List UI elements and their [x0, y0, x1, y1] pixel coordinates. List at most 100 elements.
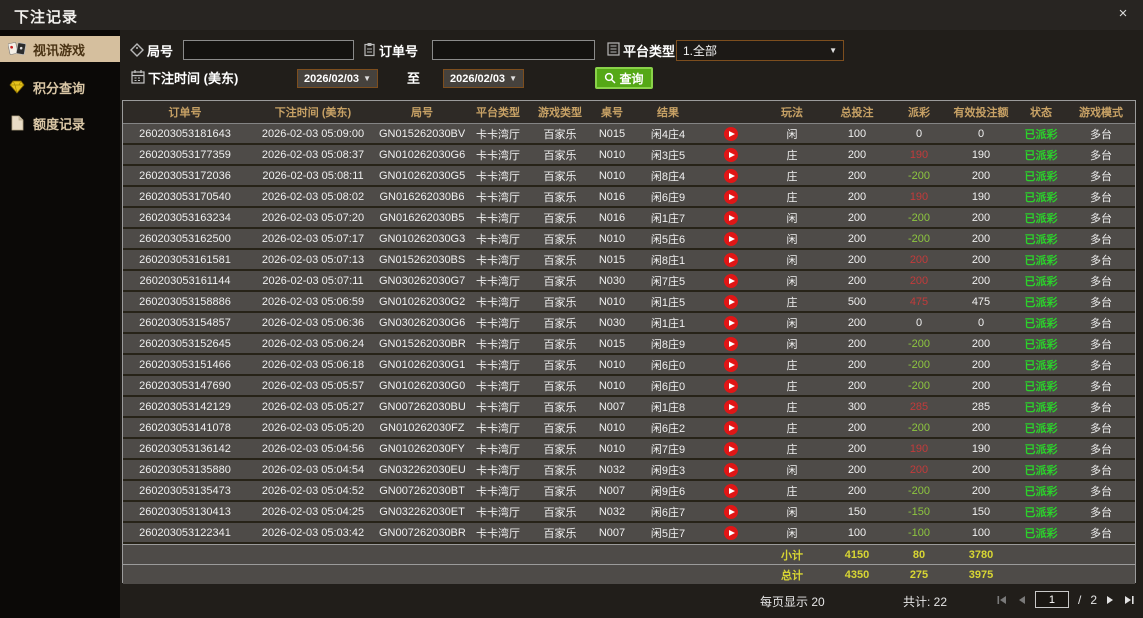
cell-play-method: 闲	[786, 317, 798, 330]
cell-order-no: 260203053161144	[139, 274, 231, 287]
play-icon[interactable]	[701, 483, 761, 498]
cell-play-method: 闲	[786, 338, 798, 351]
date-to-picker[interactable]: 2026/02/03 ▼	[443, 69, 524, 88]
cell-play-method: 闲	[786, 275, 798, 288]
platform-type-select[interactable]: 1.全部 ▼	[676, 40, 844, 61]
order-no-label: 订单号	[379, 44, 419, 59]
cell-valid-bet: 200	[971, 421, 991, 434]
cell-status: 已派彩	[1024, 170, 1058, 183]
cell-valid-bet: 190	[971, 148, 991, 161]
cell-payout: 190	[909, 190, 929, 203]
cell-game-type: 百家乐	[543, 506, 577, 519]
cell-bet-time: 2026-02-03 05:04:52	[261, 484, 365, 497]
pagination-bar: 每页显示 20 共计: 22 / 2	[120, 588, 1143, 614]
play-icon[interactable]	[701, 525, 761, 540]
date-from-picker[interactable]: 2026/02/03 ▼	[297, 69, 378, 88]
play-icon[interactable]	[701, 336, 761, 351]
cell-total-bet: 200	[847, 169, 867, 182]
play-icon[interactable]	[701, 294, 761, 309]
cell-platform-type: 卡卡湾厅	[476, 338, 520, 351]
play-icon[interactable]	[701, 504, 761, 519]
cell-status: 已派彩	[1024, 506, 1058, 519]
cell-game-type: 百家乐	[543, 275, 577, 288]
cell-payout: 0	[915, 316, 923, 329]
round-no-input[interactable]	[183, 40, 354, 60]
play-icon[interactable]	[701, 420, 761, 435]
cell-valid-bet: 200	[971, 379, 991, 392]
play-icon[interactable]	[701, 252, 761, 267]
play-icon[interactable]	[701, 441, 761, 456]
cell-order-no: 260203053136142	[139, 442, 231, 455]
cell-table-no: N015	[598, 127, 626, 140]
cell-status: 已派彩	[1024, 275, 1058, 288]
clipboard-icon	[363, 42, 376, 62]
cell-game-mode: 多台	[1090, 359, 1112, 372]
platform-list-icon	[607, 42, 620, 61]
cell-payout: -200	[907, 358, 931, 371]
total-bet-sum: 4150	[844, 548, 870, 561]
cell-play-method: 闲	[786, 506, 798, 519]
play-icon[interactable]	[701, 357, 761, 372]
play-icon[interactable]	[701, 315, 761, 330]
cell-game-type: 百家乐	[543, 128, 577, 141]
close-icon[interactable]: ×	[1118, 5, 1128, 22]
page-number-input[interactable]	[1034, 591, 1069, 608]
next-page-icon[interactable]	[1106, 595, 1115, 605]
total-bet-sum: 4350	[844, 568, 870, 581]
sidebar-item-label: 积分查询	[33, 80, 86, 96]
cell-round-no: GN010262030G6	[379, 148, 465, 161]
total-label: 总计	[781, 569, 803, 582]
sidebar-item-quota-records[interactable]: 额度记录	[0, 110, 120, 136]
table-row: 260203053135473 2026-02-03 05:04:52 GN0072…	[123, 481, 1135, 502]
cell-round-no: GN007262030BT	[379, 484, 465, 497]
cell-bet-time: 2026-02-03 05:04:54	[261, 463, 365, 476]
cell-platform-type: 卡卡湾厅	[476, 170, 520, 183]
play-icon[interactable]	[701, 210, 761, 225]
platform-type-value: 1.全部	[683, 44, 718, 58]
calendar-icon	[131, 69, 145, 89]
table-row: 260203053161581 2026-02-03 05:07:13 GN0152…	[123, 250, 1135, 271]
play-icon[interactable]	[701, 126, 761, 141]
cell-play-method: 庄	[786, 359, 798, 372]
table-body: 260203053181643 2026-02-03 05:09:00 GN0152…	[123, 124, 1135, 584]
play-icon[interactable]	[701, 462, 761, 477]
cell-order-no: 260203053163234	[139, 211, 231, 224]
order-no-input[interactable]	[432, 40, 595, 60]
cell-valid-bet: 475	[971, 295, 991, 308]
play-icon[interactable]	[701, 273, 761, 288]
cell-order-no: 260203053151466	[139, 358, 231, 371]
table-row: 260203053163234 2026-02-03 05:07:20 GN0162…	[123, 208, 1135, 229]
query-button[interactable]: 查询	[595, 67, 653, 89]
cell-result: 闲1庄5	[650, 296, 686, 309]
cell-game-mode: 多台	[1090, 191, 1112, 204]
last-page-icon[interactable]	[1124, 595, 1135, 605]
cell-status: 已派彩	[1024, 128, 1058, 141]
cell-game-mode: 多台	[1090, 317, 1112, 330]
cell-round-no: GN015262030BR	[379, 337, 465, 350]
play-icon[interactable]	[701, 399, 761, 414]
play-icon[interactable]	[701, 168, 761, 183]
table-row: 260203053152645 2026-02-03 05:06:24 GN0152…	[123, 334, 1135, 355]
first-page-icon[interactable]	[997, 595, 1008, 605]
play-icon[interactable]	[701, 189, 761, 204]
sidebar-item-video-games[interactable]: 视讯游戏	[0, 36, 129, 62]
cell-total-bet: 200	[847, 253, 867, 266]
play-icon[interactable]	[701, 147, 761, 162]
cell-total-bet: 200	[847, 337, 867, 350]
cell-round-no: GN010262030FZ	[379, 421, 465, 434]
subtotal-row: 小计 4150 80 3780	[123, 544, 1135, 564]
chevron-down-icon: ▼	[363, 74, 371, 83]
cell-payout: 190	[909, 442, 929, 455]
cell-game-mode: 多台	[1090, 128, 1112, 141]
cell-status: 已派彩	[1024, 401, 1058, 414]
prev-page-icon[interactable]	[1017, 595, 1026, 605]
cell-play-method: 闲	[786, 464, 798, 477]
cell-platform-type: 卡卡湾厅	[476, 254, 520, 267]
sidebar-item-points-query[interactable]: 积分查询	[0, 74, 120, 100]
cell-game-mode: 多台	[1090, 443, 1112, 456]
cell-game-type: 百家乐	[543, 359, 577, 372]
play-icon[interactable]	[701, 378, 761, 393]
cell-total-bet: 200	[847, 211, 867, 224]
play-icon[interactable]	[701, 231, 761, 246]
cell-game-mode: 多台	[1090, 485, 1112, 498]
